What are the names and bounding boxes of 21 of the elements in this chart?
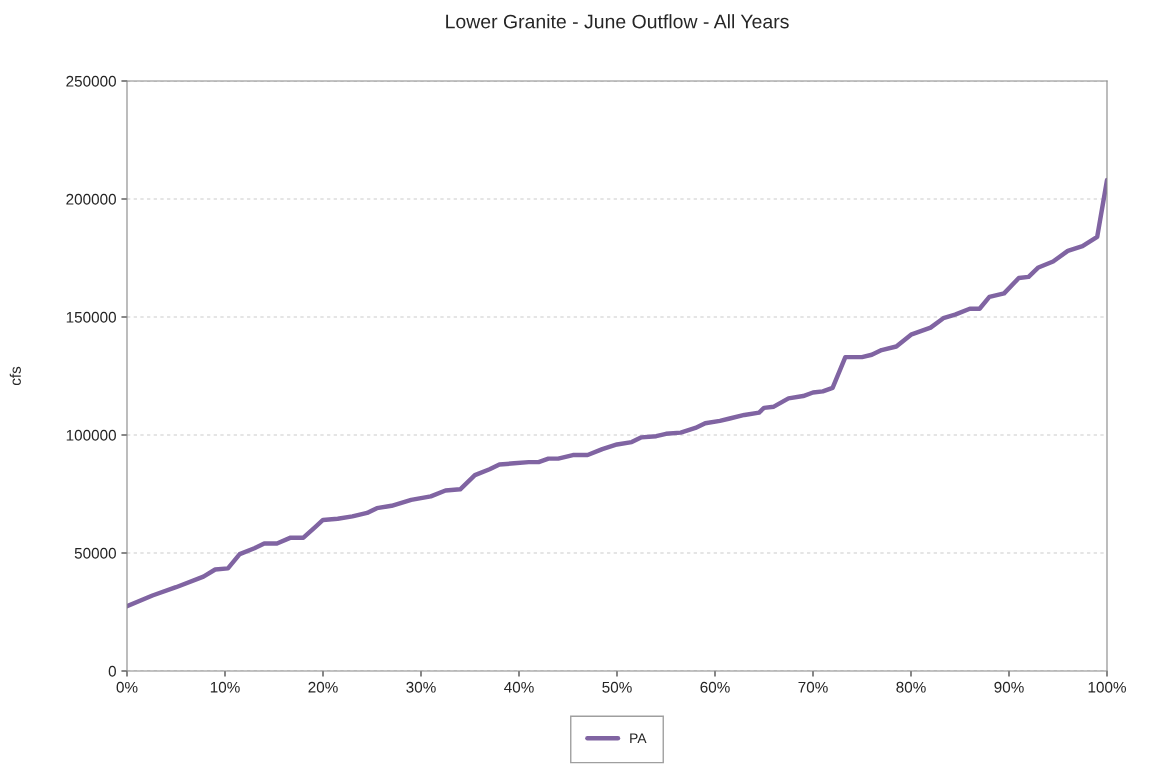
line-series bbox=[127, 177, 1107, 609]
x-tick-label: 30% bbox=[406, 681, 436, 693]
x-tick-label: 50% bbox=[602, 681, 632, 693]
x-tick-label: 10% bbox=[210, 681, 240, 693]
y-axis-title: cfs bbox=[9, 366, 21, 386]
y-tick-label: 150000 bbox=[66, 311, 116, 323]
x-tick-label: 80% bbox=[896, 681, 926, 693]
chart-title: Lower Granite - June Outflow - All Years bbox=[446, 14, 789, 29]
x-tick-label: 0% bbox=[116, 681, 138, 693]
x-tick-label: 100% bbox=[1088, 681, 1126, 693]
x-tick-label: 40% bbox=[504, 681, 534, 693]
x-tick-label: 90% bbox=[994, 681, 1024, 693]
y-tick-label: 50000 bbox=[74, 547, 116, 559]
y-tick-label: 100000 bbox=[66, 429, 116, 441]
x-tick-label: 60% bbox=[700, 681, 730, 693]
y-tick-label: 200000 bbox=[66, 193, 116, 205]
x-tick-label: 70% bbox=[798, 681, 828, 693]
x-tick-label: 20% bbox=[308, 681, 338, 693]
y-tick-label: 250000 bbox=[66, 75, 116, 87]
y-tick-label: 0 bbox=[108, 665, 116, 677]
legend-label: PA bbox=[630, 733, 647, 744]
